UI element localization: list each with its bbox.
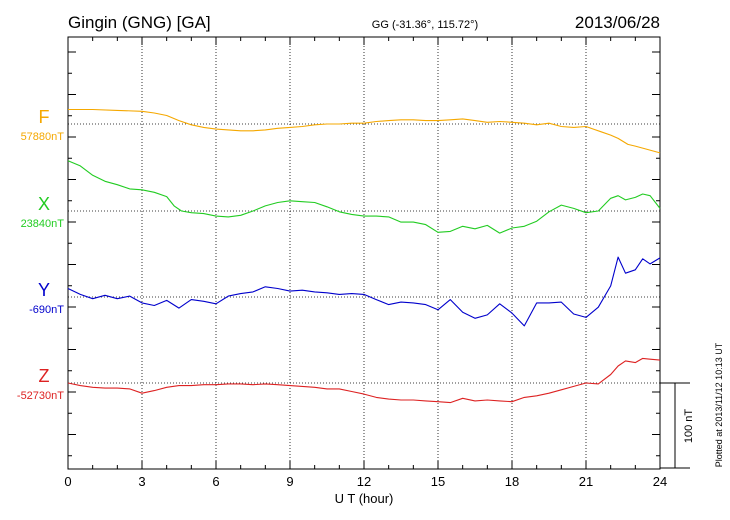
series-line-f bbox=[68, 108, 661, 154]
scale-bar-label: 100 nT bbox=[683, 409, 695, 444]
channel-baseline-f: 57880nT bbox=[21, 131, 65, 143]
plotted-timestamp: Plotted at 2013/11/12 10:13 UT bbox=[714, 342, 724, 467]
x-axis-label: U T (hour) bbox=[335, 491, 394, 506]
channel-name-z: Z bbox=[39, 366, 50, 386]
scale-bar: 100 nT bbox=[660, 382, 695, 469]
plot-date: 2013/06/28 bbox=[575, 13, 660, 32]
x-tick-label: 18 bbox=[505, 474, 519, 489]
channel-baseline-y: -690nT bbox=[29, 304, 64, 316]
station-title: Gingin (GNG) [GA] bbox=[68, 13, 211, 32]
x-tick-label: 24 bbox=[653, 474, 667, 489]
x-tick-label: 9 bbox=[286, 474, 293, 489]
series-line-y bbox=[67, 256, 661, 327]
channel-baseline-z: -52730nT bbox=[17, 390, 64, 402]
channel-name-y: Y bbox=[38, 280, 50, 300]
channel-baseline-x: 23840nT bbox=[21, 218, 65, 230]
station-coords: GG (-31.36°, 115.72°) bbox=[372, 19, 478, 31]
series-line-z bbox=[67, 357, 661, 404]
series-line-x bbox=[67, 160, 661, 234]
x-tick-label: 21 bbox=[579, 474, 593, 489]
x-tick-label: 15 bbox=[431, 474, 445, 489]
channel-name-f: F bbox=[39, 107, 50, 127]
series-layer bbox=[67, 108, 661, 404]
x-tick-label: 0 bbox=[64, 474, 71, 489]
x-tick-label: 12 bbox=[357, 474, 371, 489]
channel-name-x: X bbox=[38, 194, 50, 214]
channel-labels: F 57880nT X 23840nT Y -690nT Z -52730nT bbox=[17, 107, 64, 402]
x-tick-label: 3 bbox=[138, 474, 145, 489]
grid bbox=[68, 37, 660, 469]
x-tick-label: 6 bbox=[212, 474, 219, 489]
tick-marks bbox=[67, 37, 661, 469]
x-tick-labels: 0 3 6 9 12 15 18 21 24 bbox=[64, 474, 667, 489]
